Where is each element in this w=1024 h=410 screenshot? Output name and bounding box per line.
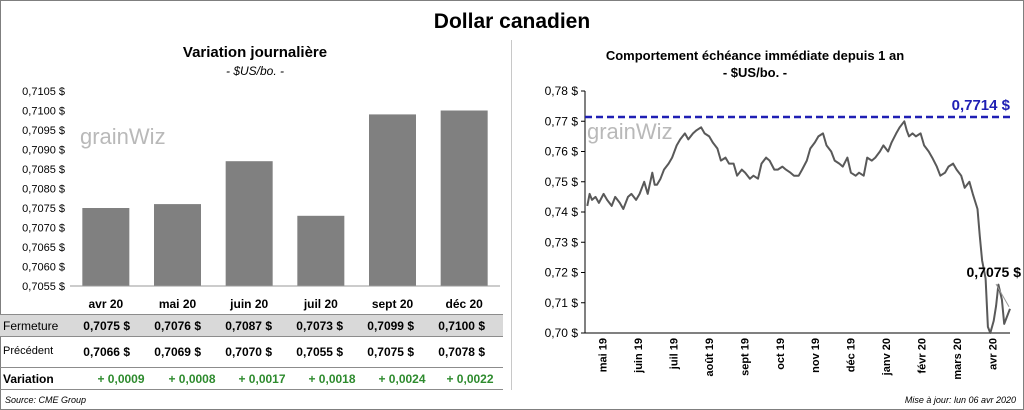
table-row-prev: Précédent 0,7066 $ 0,7069 $ 0,7070 $ 0,7…	[0, 341, 503, 364]
y-tick-label: 0,7070 $	[22, 223, 65, 235]
close-cell: 0,7087 $	[225, 319, 272, 333]
prev-cell: 0,7069 $	[154, 345, 201, 359]
y-tick-label: 0,71 $	[545, 296, 579, 310]
y-tick-label: 0,78 $	[545, 84, 579, 98]
x-tick-label: sept 19	[739, 338, 751, 376]
x-category-label: sept 20	[372, 297, 414, 311]
bar	[82, 208, 130, 286]
bar	[369, 114, 416, 287]
watermark-logo: grainWiz	[587, 119, 673, 144]
close-cell: 0,7075 $	[83, 319, 130, 333]
last-value-label: 0,7075 $	[967, 264, 1022, 280]
y-tick-label: 0,7090 $	[22, 145, 65, 157]
y-tick-label: 0,77 $	[545, 114, 579, 128]
bar	[225, 161, 273, 286]
left-chart-subtitle: - $US/bo. -	[225, 64, 285, 78]
x-tick-label: nov 19	[810, 338, 822, 373]
y-tick-label: 0,7095 $	[22, 125, 65, 137]
x-tick-label: oct 19	[775, 338, 787, 370]
y-tick-label: 0,72 $	[545, 266, 579, 280]
update-note: Mise à jour: lun 06 avr 2020	[904, 395, 1016, 405]
x-tick-label: juin 19	[633, 338, 645, 374]
x-tick-label: mars 20	[952, 338, 964, 380]
y-tick-label: 0,74 $	[545, 205, 579, 219]
left-chart-title: Variation journalière	[182, 44, 328, 61]
y-tick-label: 0,73 $	[545, 235, 579, 249]
y-tick-label: 0,7105 $	[22, 86, 65, 98]
y-tick-label: 0,7100 $	[22, 106, 65, 118]
y-tick-label: 0,7085 $	[22, 164, 65, 176]
panel-divider	[511, 40, 512, 390]
right-chart-title: Comportement échéance immédiate depuis 1…	[605, 48, 905, 63]
row-label-prev: Précédent	[3, 345, 54, 357]
prev-cell: 0,7066 $	[83, 345, 130, 359]
x-category-label: juin 20	[229, 297, 268, 311]
prev-cell: 0,7078 $	[438, 345, 485, 359]
series-line	[586, 120, 1011, 334]
source-note: Source: CME Group	[5, 395, 87, 405]
table-row-close: Fermeture 0,7075 $ 0,7076 $ 0,7087 $ 0,7…	[0, 314, 503, 337]
bar	[297, 215, 345, 286]
y-tick-label: 0,7080 $	[22, 184, 65, 196]
prev-cell: 0,7075 $	[367, 345, 414, 359]
y-tick-label: 0,7075 $	[22, 203, 65, 215]
y-tick-label: 0,76 $	[545, 145, 579, 159]
close-cell: 0,7076 $	[154, 319, 201, 333]
x-tick-label: juil 19	[669, 338, 681, 370]
x-tick-label: déc 19	[846, 338, 858, 372]
x-category-label: juil 20	[303, 297, 338, 311]
var-cell: + 0,0009	[97, 372, 145, 386]
y-tick-label: 0,75 $	[545, 175, 579, 189]
bar	[440, 110, 488, 286]
x-category-label: avr 20	[88, 297, 123, 311]
x-tick-label: févr 20	[916, 338, 928, 373]
row-label-close: Fermeture	[3, 319, 59, 333]
var-cell: + 0,0008	[168, 372, 216, 386]
row-label-var: Variation	[3, 372, 54, 386]
var-cell: + 0,0018	[308, 372, 356, 386]
table-row-var: Variation + 0,0009 + 0,0008 + 0,0017 + 0…	[0, 367, 503, 390]
bar-chart: 0,7055 $ 0,7060 $ 0,7065 $ 0,7070 $ 0,7075 $…	[22, 86, 500, 311]
x-tick-label: mai 19	[598, 338, 610, 372]
watermark-logo: grainWiz	[80, 124, 166, 149]
x-category-label: déc 20	[445, 297, 483, 311]
y-tick-label: 0,7060 $	[22, 262, 65, 274]
var-cell: + 0,0017	[238, 372, 286, 386]
y-tick-label: 0,7065 $	[22, 242, 65, 254]
prev-cell: 0,7055 $	[296, 345, 343, 359]
close-cell: 0,7099 $	[367, 319, 414, 333]
x-tick-label: août 19	[704, 338, 716, 377]
prev-cell: 0,7070 $	[225, 345, 272, 359]
x-tick-label: avr 20	[987, 338, 999, 370]
close-cell: 0,7073 $	[296, 319, 343, 333]
last-value-leader	[995, 283, 1010, 308]
var-cell: + 0,0024	[378, 372, 426, 386]
x-tick-label: janv 20	[881, 338, 893, 376]
y-tick-label: 0,70 $	[545, 326, 579, 340]
page-title: Dollar canadien	[433, 10, 591, 33]
close-cell: 0,7100 $	[438, 319, 485, 333]
var-cell: + 0,0022	[446, 372, 494, 386]
bar	[154, 204, 201, 286]
reference-label: 0,7714 $	[952, 97, 1011, 114]
right-chart-subtitle: - $US/bo. -	[722, 65, 788, 80]
x-category-label: mai 20	[159, 297, 197, 311]
line-chart: 0,70 $ 0,71 $ 0,72 $ 0,73 $ 0,74 $ 0,75 $ 0,76…	[545, 84, 1022, 380]
y-tick-label: 0,7055 $	[22, 281, 65, 293]
